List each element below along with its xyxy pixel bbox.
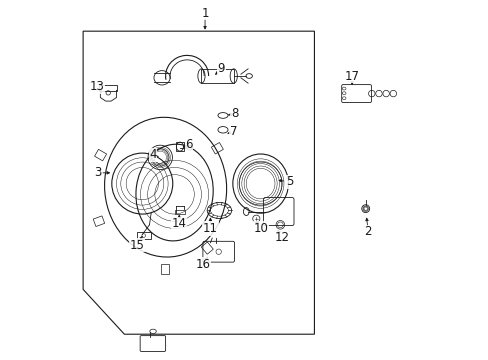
Text: 1: 1 (201, 7, 208, 20)
Text: 14: 14 (171, 217, 186, 230)
Text: 2: 2 (364, 225, 371, 238)
Text: 8: 8 (230, 107, 238, 120)
Bar (137, 232, 150, 239)
Text: 11: 11 (203, 222, 218, 235)
Text: 4: 4 (149, 148, 157, 161)
Bar (93, 216, 104, 226)
Text: 9: 9 (217, 62, 224, 75)
Bar (176, 141, 183, 150)
Bar (99, 85, 117, 91)
Bar (174, 211, 184, 214)
Bar (201, 69, 233, 83)
Text: 15: 15 (129, 239, 144, 252)
Text: 13: 13 (90, 80, 105, 93)
Text: 17: 17 (344, 69, 359, 82)
Text: 10: 10 (253, 222, 267, 235)
Text: 12: 12 (274, 231, 289, 244)
Text: 16: 16 (195, 258, 210, 271)
Text: 6: 6 (185, 138, 192, 151)
Bar (211, 143, 223, 154)
Bar (94, 149, 106, 161)
Text: 3: 3 (94, 166, 101, 179)
Text: 5: 5 (285, 175, 292, 188)
Bar (201, 242, 213, 254)
Bar (161, 264, 168, 274)
Text: 7: 7 (229, 125, 237, 138)
